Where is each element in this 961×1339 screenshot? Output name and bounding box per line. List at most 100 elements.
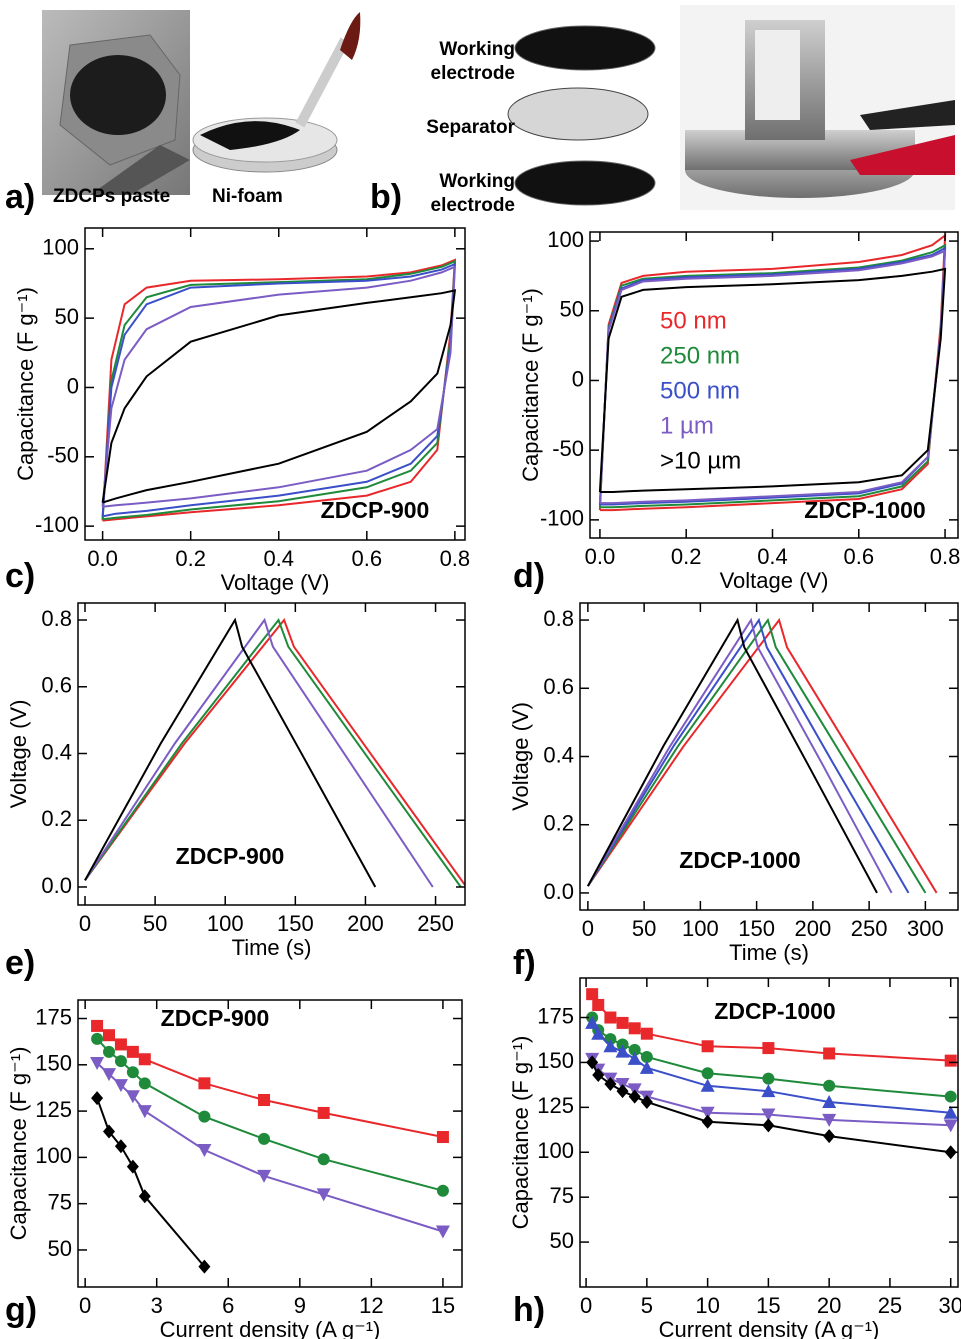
- panel-label: h): [513, 1291, 545, 1329]
- marker: [585, 1015, 600, 1029]
- marker: [823, 1047, 836, 1060]
- series-line: [101, 262, 456, 518]
- y-tick-label: 0.0: [543, 879, 574, 904]
- x-tick-label: 0.2: [175, 546, 206, 571]
- legend-entry: 1 µm: [660, 412, 714, 439]
- marker: [114, 1038, 127, 1051]
- series-line: [591, 1061, 951, 1154]
- legend-entry: 250 nm: [660, 342, 740, 369]
- marker: [616, 1084, 629, 1099]
- x-tick-label: 100: [207, 911, 244, 936]
- ni-foam-drawing: [192, 12, 361, 173]
- x-tick-label: 200: [795, 916, 832, 941]
- series-line: [96, 1097, 206, 1268]
- x-axis-label: Current density (A g⁻¹): [659, 1317, 880, 1339]
- marker: [761, 1084, 776, 1098]
- annotation: ZDCP-900: [176, 843, 285, 869]
- x-axis-label: Voltage (V): [720, 568, 829, 593]
- y-tick-label: -100: [540, 506, 584, 531]
- x-tick-label: 0: [79, 911, 91, 936]
- y-tick-label: 50: [48, 1236, 72, 1261]
- x-tick-label: 150: [738, 916, 775, 941]
- annotation: ZDCP-900: [321, 497, 430, 523]
- x-tick-label: 0.6: [843, 544, 874, 569]
- x-tick-label: 50: [143, 911, 167, 936]
- x-tick-label: 6: [222, 1293, 234, 1318]
- marker: [258, 1093, 271, 1106]
- marker: [91, 1091, 104, 1106]
- x-tick-label: 0.4: [263, 546, 294, 571]
- marker: [822, 1094, 837, 1108]
- marker: [640, 1051, 653, 1064]
- marker: [616, 1038, 629, 1051]
- x-tick-label: 100: [682, 916, 719, 941]
- series-line: [96, 1062, 444, 1233]
- marker: [701, 1040, 714, 1053]
- marker: [113, 1079, 128, 1093]
- marker: [586, 988, 599, 1001]
- x-axis-label: Time (s): [232, 935, 312, 960]
- image-text: Working electrode: [430, 171, 515, 216]
- x-tick-label: 15: [431, 1293, 455, 1318]
- marker: [102, 1068, 117, 1082]
- x-tick-label: 0.2: [671, 544, 702, 569]
- x-tick-label: 250: [851, 916, 888, 941]
- y-axis-label: Capacitance (F g⁻¹): [6, 1047, 31, 1241]
- y-tick-label: 0.2: [543, 811, 574, 836]
- series-line: [598, 249, 947, 505]
- marker: [435, 1225, 450, 1239]
- x-tick-label: 0.4: [757, 544, 788, 569]
- marker: [640, 1094, 653, 1109]
- marker: [137, 1105, 152, 1119]
- series-line: [101, 289, 457, 504]
- panel-label: c): [5, 557, 35, 595]
- y-tick-label: 0.4: [543, 742, 574, 767]
- y-tick-label: 0.6: [41, 673, 72, 698]
- y-tick-label: 125: [35, 1097, 72, 1122]
- x-tick-label: 0: [79, 1293, 91, 1318]
- x-tick-label: 30: [938, 1293, 961, 1318]
- x-tick-label: 10: [695, 1293, 719, 1318]
- series-line: [101, 265, 456, 508]
- y-tick-label: 75: [550, 1183, 574, 1208]
- marker: [90, 1056, 105, 1070]
- marker: [436, 1131, 449, 1144]
- x-tick-label: 0.8: [930, 544, 961, 569]
- marker: [586, 1055, 599, 1070]
- x-axis-label: Current density (A g⁻¹): [160, 1317, 381, 1339]
- y-tick-label: 150: [537, 1048, 574, 1073]
- y-axis-label: Capacitance (F g⁻¹): [13, 287, 38, 481]
- x-tick-label: 150: [277, 911, 314, 936]
- marker: [761, 1108, 776, 1122]
- marker: [126, 1045, 139, 1058]
- marker: [198, 1110, 211, 1123]
- series-line: [587, 617, 910, 894]
- legend-entry: 50 nm: [660, 307, 727, 334]
- x-tick-label: 250: [417, 911, 454, 936]
- image-text: ZDCPs paste: [53, 186, 171, 207]
- annotation: ZDCP-1000: [804, 497, 925, 523]
- series-line: [591, 993, 951, 1062]
- marker: [592, 1068, 605, 1083]
- panel-label: e): [5, 944, 35, 982]
- y-tick-label: 175: [35, 1004, 72, 1029]
- x-axis-label: Voltage (V): [221, 570, 330, 595]
- x-tick-label: 15: [756, 1293, 780, 1318]
- photo-cell: [680, 5, 955, 210]
- marker: [639, 1060, 654, 1074]
- panel-label: f): [513, 944, 536, 982]
- series-line: [587, 617, 927, 894]
- marker: [126, 1066, 139, 1079]
- marker: [603, 1039, 618, 1053]
- marker: [114, 1139, 127, 1154]
- marker: [701, 1114, 714, 1129]
- legend-entry: >10 µm: [660, 447, 741, 474]
- marker: [317, 1106, 330, 1119]
- panel-label: d): [513, 557, 545, 595]
- x-tick-label: 300: [907, 916, 944, 941]
- y-tick-label: -100: [35, 512, 79, 537]
- electrode-stack: [507, 25, 656, 206]
- x-tick-label: 5: [641, 1293, 653, 1318]
